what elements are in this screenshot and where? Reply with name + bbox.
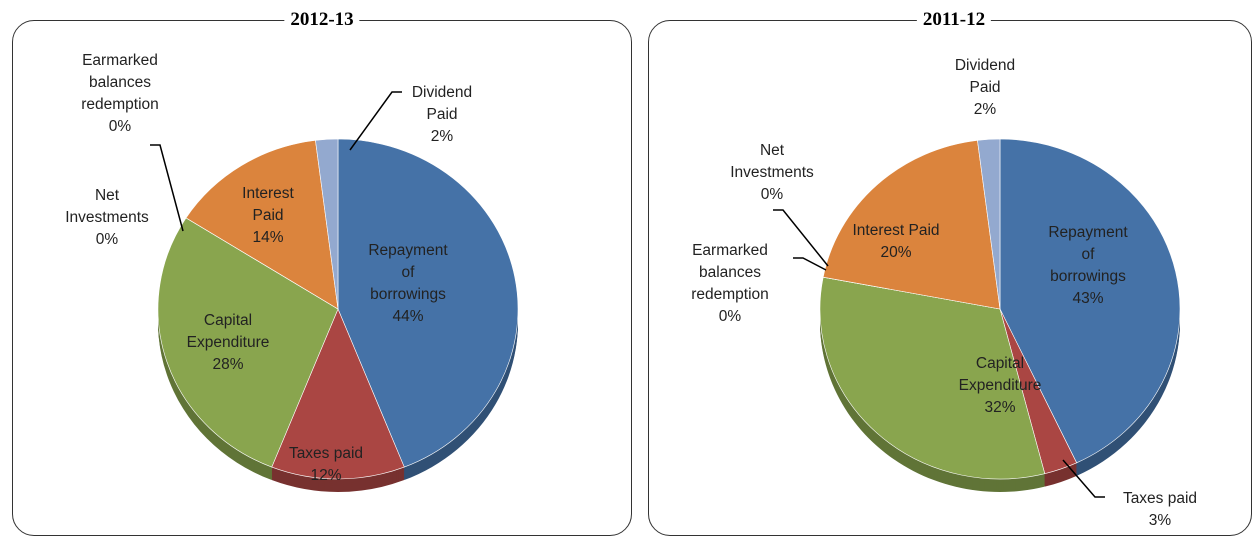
slice-label: Earmarked balances redemption 0% [75,50,165,138]
slice-label: Dividend Paid 2% [407,82,477,148]
pie-slice [185,140,339,310]
pie-slice [822,140,1001,310]
slice-name: Interest Paid [242,185,294,224]
slice-name: Net Investments [730,142,814,181]
slice-label: Dividend Paid 2% [950,55,1020,121]
pie-slice [157,217,339,468]
slice-label: Net Investments 0% [727,140,817,206]
leader-line [1062,459,1105,498]
leader-line [773,209,829,267]
slice-label: Capital Expenditure 28% [168,310,288,376]
pie-slice [819,276,1046,480]
slice-value: 44% [392,308,424,325]
slice-value: 2% [973,101,997,118]
pie-slice [337,138,519,468]
slice-label: Interest Paid 14% [233,183,303,249]
chart-title: 2012-13 [284,9,360,31]
pie-slice [999,138,1181,464]
leader-line [150,144,184,232]
slice-value: 32% [984,399,1016,416]
slice-name: Net Investments [65,187,149,226]
slice-name: Capital Expenditure [958,355,1042,394]
slice-name: Taxes paid [1122,490,1198,507]
chart-title: 2011-12 [916,9,992,31]
slice-name: Repayment of borrowings [368,242,448,303]
slice-label: Earmarked balances redemption 0% [683,240,778,328]
slice-value: 28% [212,356,244,373]
slice-name: Earmarked balances redemption [691,242,769,303]
slice-value: 14% [252,229,284,246]
slice-value: 20% [880,244,912,261]
slice-value: 0% [95,231,119,248]
slice-name: Dividend Paid [411,84,473,123]
slice-value: 0% [108,118,132,135]
slice-label: Net Investments 0% [62,185,152,251]
slice-value: 2% [430,128,454,145]
slice-name: Earmarked balances redemption [81,52,159,113]
leader-line [793,257,827,271]
slice-name: Capital Expenditure [186,312,270,351]
pie-slice [977,138,1001,310]
slice-label: Interest Paid 20% [836,220,956,264]
slice-name: Interest Paid [852,222,940,239]
pie-slice [271,308,405,480]
slice-name: Dividend Paid [954,57,1016,96]
slice-label: Taxes paid 12% [266,443,386,487]
slice-value: 0% [760,186,784,203]
slice-label: Repayment of borrowings 43% [1046,222,1131,310]
slice-name: Repayment of borrowings [1048,224,1128,285]
leader-line [349,91,402,151]
slice-value: 3% [1148,512,1172,529]
slice-value: 43% [1072,290,1104,307]
slice-label: Capital Expenditure 32% [940,353,1060,419]
pie-slice [315,138,339,310]
slice-label: Repayment of borrowings 44% [366,240,451,328]
slice-name: Taxes paid [288,445,364,462]
slice-label: Taxes paid 3% [1100,488,1220,532]
slice-value: 12% [310,467,342,484]
slice-value: 0% [718,308,742,325]
